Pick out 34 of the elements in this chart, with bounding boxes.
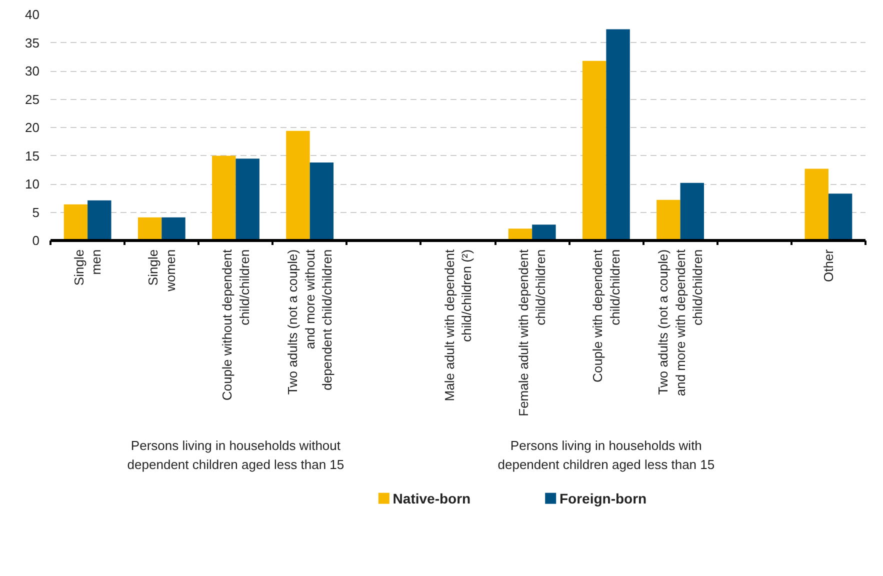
bar [88,200,112,240]
x-tick-label: Couple without dependent child/children [220,249,252,400]
x-tick-label: Other [820,248,836,282]
bar [656,200,680,240]
bar [804,168,828,240]
bar [236,158,260,240]
bar [828,194,852,240]
bar [582,60,606,240]
bar [212,156,236,240]
legend-label: Native-born [392,490,471,506]
y-tick-label: 5 [32,204,40,220]
bar [138,217,162,240]
bar [162,217,186,240]
x-tick-label: Female adult with dependent child/children [516,249,548,416]
bar [286,130,310,240]
bar [310,162,334,240]
x-tick-label: Single men [71,249,104,286]
legend-label: Foreign-born [560,490,647,506]
y-tick-label: 30 [25,64,40,78]
y-tick-label: 10 [25,176,40,192]
y-tick-label: 25 [25,92,40,107]
bar [64,204,88,240]
text: Persons living in households with dependent children aged less than 15 [498,438,715,472]
y-tick-label: 35 [25,35,40,50]
y-tick-label: 0 [32,233,40,248]
bar [532,224,556,240]
x-tick-label: Single women [146,249,178,292]
y-tick-label: 20 [25,120,40,135]
bar [680,182,704,240]
y-tick-label: 15 [25,148,40,164]
x-tick-label: Male adult with dependent child/children (²) [442,249,474,402]
text: Persons living in households without dependent children aged less than 15 [127,438,344,472]
bar [606,29,630,240]
y-tick-label: 40 [25,7,40,22]
